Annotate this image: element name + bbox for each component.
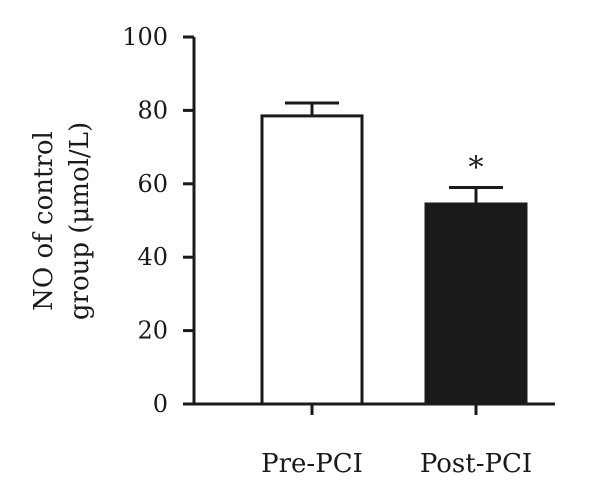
y-tick-label-60: 60 xyxy=(137,170,168,198)
bars: * xyxy=(260,101,528,406)
bar-post-pci xyxy=(424,202,528,406)
x-tick-label-pre-pci: Pre-PCI xyxy=(261,449,363,479)
y-tick-label-40: 40 xyxy=(137,243,168,271)
bar-pre-pci xyxy=(260,114,364,406)
x-tick-label-post-pci: Post-PCI xyxy=(420,449,532,479)
y-tick-label-100: 100 xyxy=(122,23,168,51)
y-tick-label-20: 20 xyxy=(137,317,168,345)
y-axis: 0 20 40 60 80 100 xyxy=(122,23,196,418)
y-axis-title: NO of control group (μmol/L) xyxy=(29,122,95,320)
y-axis-title-line-1: NO of control xyxy=(29,131,59,311)
y-axis-title-line-2: group (μmol/L) xyxy=(65,122,95,320)
significance-post-pci: * xyxy=(469,150,484,185)
y-tick-label-0: 0 xyxy=(153,390,168,418)
x-axis: Pre-PCI Post-PCI xyxy=(194,402,555,479)
y-tick-label-80: 80 xyxy=(137,96,168,124)
